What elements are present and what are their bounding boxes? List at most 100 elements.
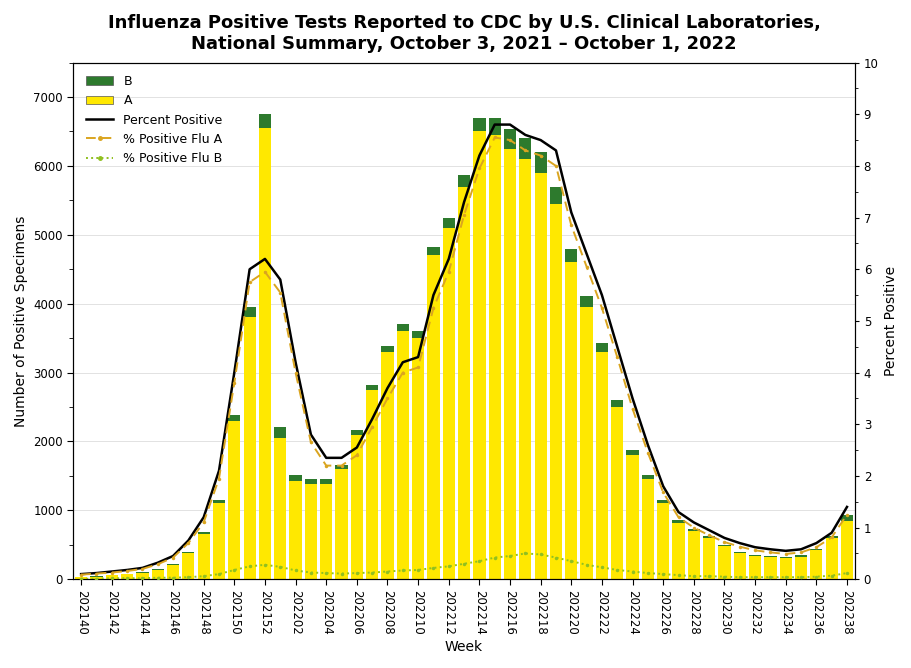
Bar [198,532,210,534]
% Positive Flu B [305,568,316,576]
Bar [641,474,653,480]
% Positive Flu B [596,563,607,571]
Bar [549,186,561,204]
% Positive Flu A [641,449,652,457]
Bar [365,390,378,579]
Bar [212,504,225,579]
Bar [840,515,852,521]
Bar [610,407,623,579]
X-axis label: Week: Week [445,640,483,654]
Bar [504,130,516,149]
Bar [504,149,516,579]
Bar [702,538,714,579]
Bar [565,248,577,263]
Bar [794,555,806,556]
Bar [687,529,699,531]
Bar [381,352,394,579]
Bar [549,204,561,579]
Bar [289,482,302,579]
Y-axis label: Percent Positive: Percent Positive [883,266,897,376]
Bar [351,430,363,435]
Bar [167,564,179,566]
% Positive Flu A [825,534,836,542]
Percent Positive [76,570,87,578]
Bar [335,469,347,579]
Percent Positive [321,454,332,462]
Bar [840,521,852,579]
Bar [518,138,531,159]
Title: Influenza Positive Tests Reported to CDC by U.S. Clinical Laboratories,
National: Influenza Positive Tests Reported to CDC… [107,14,820,53]
% Positive Flu B [841,569,852,577]
Bar [136,572,148,573]
Bar [473,118,485,132]
Bar [228,415,241,421]
Bar [534,152,547,173]
Bar [488,118,500,135]
Percent Positive [641,441,652,449]
Bar [809,549,822,550]
Percent Positive [488,120,499,128]
Bar [320,484,332,579]
Bar [121,574,133,579]
Bar [274,438,286,579]
Bar [167,566,179,579]
Bar [579,296,592,307]
Bar [488,135,500,579]
Bar [626,456,638,579]
Bar [518,159,531,579]
Bar [671,523,684,579]
Bar [671,520,684,523]
Bar [824,536,837,538]
Bar [182,552,194,553]
Bar [151,570,164,579]
Bar [656,500,669,504]
Bar [732,552,745,553]
Percent Positive [244,265,255,273]
Bar [427,255,439,579]
Bar [579,307,592,579]
Bar [732,553,745,579]
Bar [702,536,714,538]
Bar [274,427,286,438]
Bar [243,317,255,579]
Bar [381,347,394,352]
Bar [396,325,408,331]
Bar [779,557,791,558]
Line: Percent Positive: Percent Positive [81,124,846,574]
% Positive Flu A [76,570,87,578]
Bar [626,450,638,456]
Bar [779,558,791,579]
Legend: B, A, Percent Positive, % Positive Flu A, % Positive Flu B: B, A, Percent Positive, % Positive Flu A… [79,69,229,171]
Bar [335,464,347,469]
Bar [75,577,87,579]
Bar [289,474,302,482]
% Positive Flu A [244,278,255,286]
Bar [228,421,241,579]
Bar [687,531,699,579]
Bar [90,576,102,579]
Bar [457,175,470,186]
Bar [243,307,255,317]
Bar [412,331,424,338]
Bar [198,534,210,579]
% Positive Flu A [841,510,852,518]
Bar [442,218,455,228]
Bar [748,556,761,579]
Bar [824,538,837,579]
Bar [442,228,455,579]
Bar [610,400,623,407]
Bar [304,484,317,579]
% Positive Flu A [488,134,499,142]
Bar [794,556,806,579]
% Positive Flu B [244,562,255,570]
Bar [473,132,485,579]
Bar [534,173,547,579]
Percent Positive [841,503,852,511]
Bar [182,553,194,579]
Percent Positive [825,529,836,537]
Bar [136,573,148,579]
Bar [106,575,118,579]
Bar [595,343,608,352]
Bar [259,114,271,128]
Bar [718,544,730,546]
